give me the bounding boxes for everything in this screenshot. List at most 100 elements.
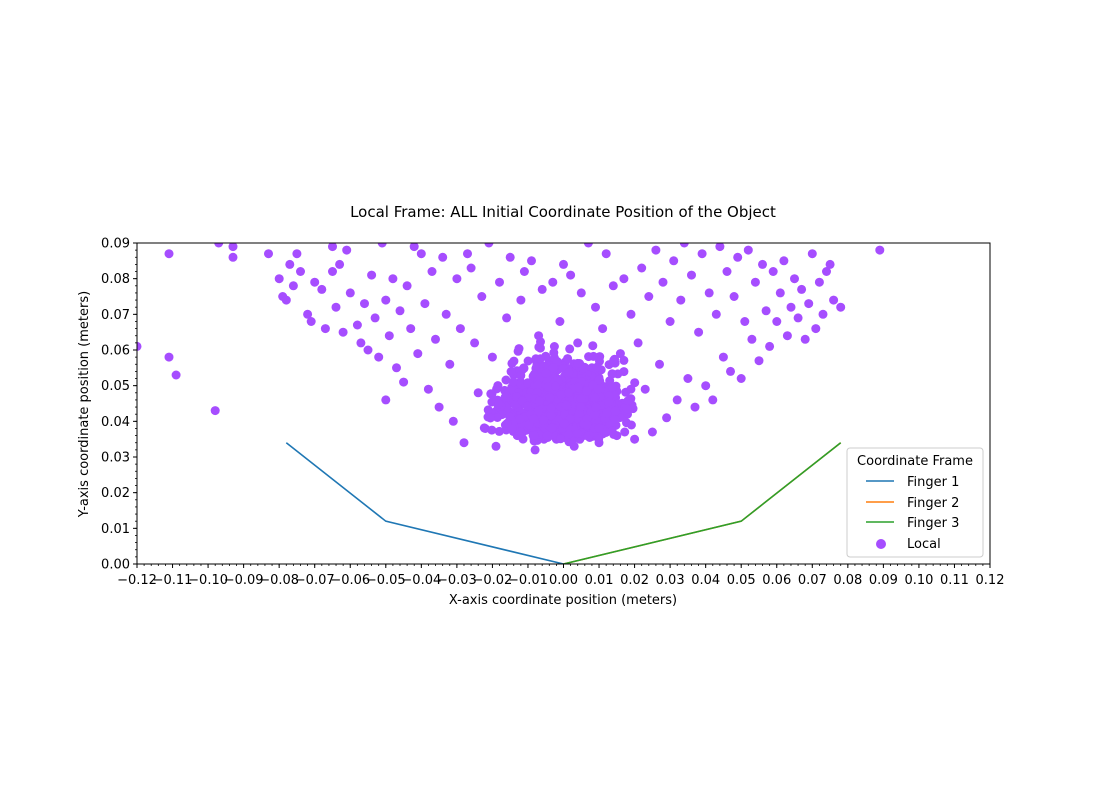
x-tick-label: −0.10 — [188, 573, 228, 588]
local-point — [615, 349, 625, 359]
local-point — [420, 299, 430, 309]
local-point — [768, 267, 778, 276]
local-point — [288, 281, 298, 291]
local-point — [508, 377, 518, 387]
local-point — [626, 420, 636, 430]
local-point — [416, 249, 426, 259]
local-point — [559, 259, 568, 269]
local-point — [363, 345, 373, 355]
local-point — [539, 415, 549, 425]
local-point — [514, 344, 524, 354]
local-point — [505, 412, 515, 421]
local-point — [524, 420, 534, 430]
local-point — [533, 380, 543, 390]
x-axis-label: X-axis coordinate position (meters) — [449, 593, 677, 608]
local-point — [537, 284, 547, 294]
legend-swatch-local — [876, 539, 886, 549]
local-point — [563, 354, 573, 364]
y-tick-label: 0.04 — [101, 415, 130, 430]
local-point — [546, 411, 556, 421]
local-point — [507, 424, 517, 434]
local-point — [556, 434, 565, 444]
local-point — [687, 270, 696, 280]
local-point — [565, 344, 575, 354]
local-point — [466, 263, 476, 273]
local-point — [729, 292, 739, 301]
local-point — [797, 284, 807, 294]
local-point — [715, 243, 725, 252]
local-point — [782, 331, 792, 341]
local-point — [594, 375, 604, 385]
legend-box — [846, 447, 984, 558]
local-point — [726, 366, 735, 376]
local-point — [576, 288, 586, 298]
local-point — [335, 259, 345, 269]
x-tick-label: 0.07 — [798, 573, 827, 588]
local-point — [623, 396, 633, 406]
x-tick-label: 0.01 — [585, 573, 614, 588]
local-point — [836, 302, 846, 312]
local-point — [556, 390, 566, 400]
local-point — [814, 277, 824, 287]
local-point — [679, 243, 689, 248]
local-point — [534, 342, 544, 352]
local-point — [804, 299, 814, 309]
local-point — [352, 320, 362, 330]
local-point — [697, 249, 707, 259]
x-tick-label: −0.02 — [472, 573, 512, 588]
y-axis-label: Y-axis coordinate position (meters) — [77, 291, 92, 518]
local-point — [529, 430, 539, 440]
x-tick-label: 0.05 — [727, 573, 756, 588]
local-point — [694, 327, 704, 337]
local-point — [487, 389, 497, 399]
local-point — [655, 359, 664, 369]
local-point — [523, 378, 533, 388]
local-point — [459, 438, 469, 448]
local-point — [427, 267, 437, 276]
local-point — [644, 292, 654, 301]
local-point — [487, 397, 497, 407]
local-point — [452, 274, 462, 284]
x-tick-label: 0.00 — [549, 573, 578, 588]
local-point — [532, 362, 541, 372]
local-point — [164, 352, 174, 362]
local-point — [500, 392, 510, 402]
local-point — [502, 313, 512, 323]
local-point — [594, 423, 604, 433]
local-point — [438, 252, 448, 262]
y-tick-label: 0.03 — [101, 451, 130, 466]
local-point — [546, 403, 556, 413]
local-point — [633, 338, 643, 348]
local-point — [303, 309, 313, 319]
local-point — [647, 427, 657, 437]
local-point — [610, 406, 620, 416]
local-point — [320, 324, 330, 334]
local-point — [573, 429, 583, 438]
local-point — [576, 402, 586, 412]
local-point — [137, 341, 142, 351]
local-point — [548, 277, 558, 287]
local-point — [367, 270, 377, 280]
local-point — [515, 414, 525, 424]
local-point — [549, 348, 559, 358]
local-point — [541, 368, 551, 378]
x-tick-label: 0.11 — [940, 573, 969, 588]
local-point — [620, 427, 630, 437]
local-point — [545, 393, 555, 402]
local-point — [310, 277, 320, 287]
local-point — [669, 256, 679, 266]
local-point — [593, 384, 603, 394]
local-point — [561, 401, 571, 410]
local-point — [607, 369, 617, 379]
local-point — [576, 394, 586, 404]
local-point — [761, 306, 771, 316]
local-point — [793, 313, 803, 323]
local-point — [588, 341, 598, 351]
local-point — [608, 281, 618, 291]
local-point — [607, 382, 617, 392]
local-point — [786, 302, 796, 312]
local-point — [406, 324, 416, 334]
local-point — [516, 371, 526, 381]
local-point — [683, 374, 693, 383]
